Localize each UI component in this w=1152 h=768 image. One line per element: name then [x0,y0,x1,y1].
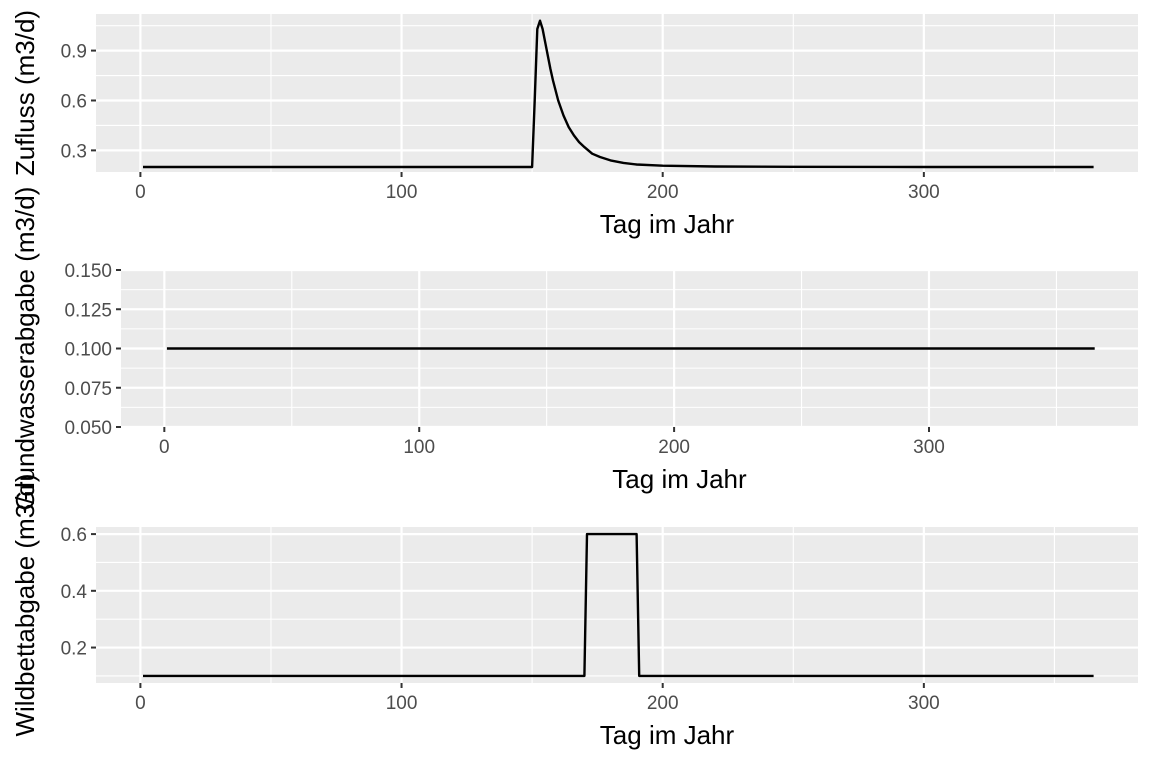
chart-panel-3: 0 100 200 300 0.2 0.4 0.6 Tag im Jahr Wildbettab… [10,473,1138,750]
x-tick-label: 300 [908,693,940,714]
y-tick-label: 0.6 [61,525,87,546]
y-tick-label: 0.075 [64,379,112,400]
y-axis-title: Wildbettabgabe (m3/d) [10,473,40,736]
y-axis-title: Grundwasserabgabe (m3/d) [10,187,40,511]
x-tick-label: 0 [135,182,146,203]
chart-panel-2: 0 100 200 300 0.050 0.075 0.100 0.125 0.150 Tag i… [10,187,1138,511]
x-tick-label: 300 [908,182,940,203]
y-tick-label: 0.3 [61,141,87,162]
y-tick-label: 0.100 [64,340,112,361]
x-tick-label: 200 [647,693,679,714]
y-axis-title: Zufluss (m3/d) [10,10,40,176]
y-tick-label: 0.150 [64,261,112,282]
series-line [143,532,1094,678]
y-tick-label: 0.6 [61,91,87,112]
panel-background [96,527,1138,683]
x-tick-label: 0 [159,437,170,458]
x-tick-label: 200 [647,182,679,203]
y-tick-label: 0.9 [61,42,87,63]
x-tick-label: 100 [386,182,418,203]
series-line [143,19,1094,169]
x-tick-label: 300 [913,437,945,458]
y-tick-label: 0.125 [64,300,112,321]
y-tick-label: 0.4 [61,582,88,603]
x-axis-title: Tag im Jahr [600,720,735,750]
x-axis-title: Tag im Jahr [600,209,735,239]
x-tick-label: 0 [135,693,146,714]
x-axis-title: Tag im Jahr [612,464,747,494]
x-tick-label: 100 [386,693,418,714]
chart-panel-1: 0 100 200 300 0.3 0.6 0.9 Tag im Jahr Zufluss (m… [10,10,1138,239]
x-tick-label: 200 [658,437,690,458]
x-tick-label: 100 [403,437,435,458]
panel-background [96,14,1138,172]
y-tick-label: 0.2 [61,639,87,660]
y-tick-label: 0.050 [64,418,112,439]
